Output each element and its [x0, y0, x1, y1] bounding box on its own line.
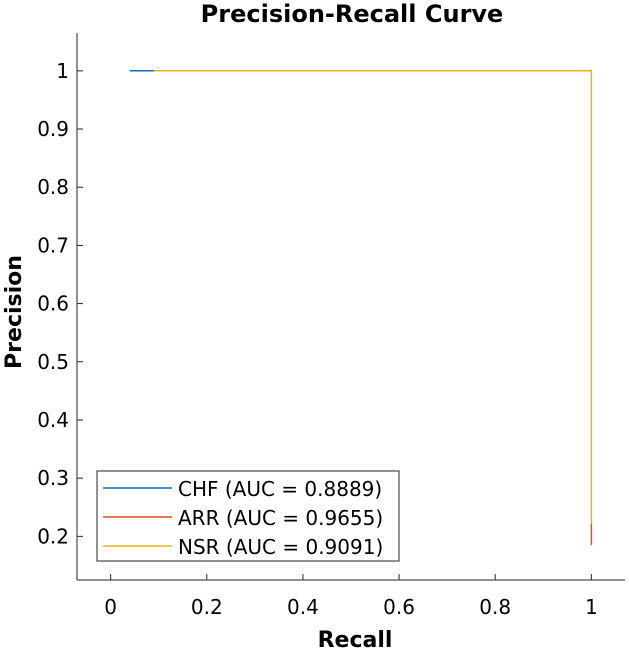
x-axis-ticks: 0 0.2 0.4 0.6 0.8 1	[104, 574, 598, 619]
series-line-2	[153, 70, 593, 524]
y-tick-label: 0.5	[37, 350, 69, 374]
y-tick-label: 0.6	[37, 292, 69, 316]
x-axis-label: Recall	[318, 628, 393, 652]
x-tick-label: 1	[585, 595, 598, 619]
y-tick-label: 0.9	[37, 117, 69, 141]
legend-label-2: NSR (AUC = 0.9091)	[178, 535, 383, 559]
series-lines	[129, 70, 593, 546]
y-tick-label: 0.3	[37, 466, 69, 490]
chart-title: Precision-Recall Curve	[201, 0, 504, 28]
x-tick-label: 0	[104, 595, 117, 619]
legend: CHF (AUC = 0.8889) ARR (AUC = 0.9655) NSR …	[96, 470, 400, 562]
x-tick-label: 0.6	[383, 595, 415, 619]
y-tick-label: 0.2	[37, 524, 69, 548]
y-tick-label: 1	[56, 59, 69, 83]
x-tick-label: 0.2	[191, 595, 223, 619]
legend-label-0: CHF (AUC = 0.8889)	[178, 477, 382, 501]
y-axis-ticks: 0.2 0.3 0.4 0.5 0.6 0.7 0.8 0.9 1	[37, 59, 83, 548]
y-tick-label: 0.4	[37, 408, 69, 432]
x-tick-label: 0.8	[479, 595, 511, 619]
x-tick-label: 0.4	[287, 595, 319, 619]
plot-area: 0.2 0.3 0.4 0.5 0.6 0.7 0.8 0.9 1 0 0.2 0.4 0.6 0.8 1	[37, 33, 625, 619]
y-tick-label: 0.8	[37, 175, 69, 199]
legend-label-1: ARR (AUC = 0.9655)	[178, 506, 383, 530]
y-tick-label: 0.7	[37, 233, 69, 257]
y-axis-label: Precision	[2, 255, 27, 369]
